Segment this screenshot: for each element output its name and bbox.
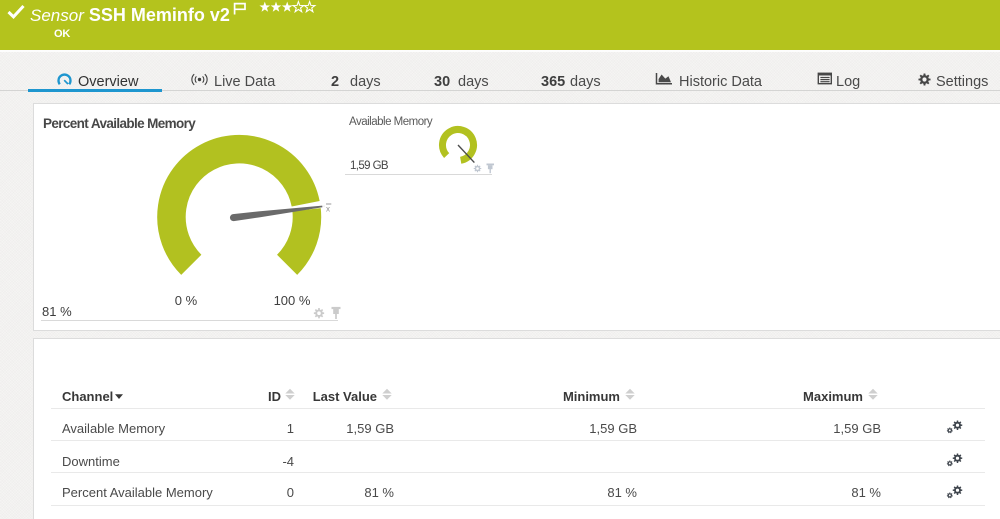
svg-text:x: x [326,205,330,214]
